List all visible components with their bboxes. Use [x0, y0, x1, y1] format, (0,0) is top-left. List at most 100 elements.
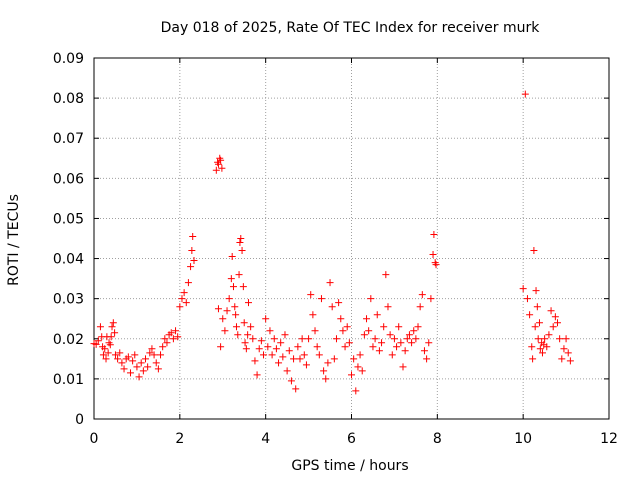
data-point — [108, 323, 116, 331]
data-point — [159, 343, 167, 351]
data-point — [253, 371, 261, 379]
data-point — [382, 271, 390, 279]
data-point — [348, 371, 355, 379]
data-point — [556, 335, 564, 343]
y-axis-label: ROTI / TECUs — [6, 194, 22, 286]
data-point — [212, 166, 220, 174]
x-tick-label: 10 — [514, 431, 532, 447]
data-point — [416, 303, 424, 311]
data-point — [214, 160, 222, 168]
x-tick-label: 6 — [347, 431, 356, 447]
data-point — [332, 335, 340, 343]
data-point — [245, 299, 252, 307]
data-point — [118, 359, 126, 367]
y-tick-label: 0.09 — [53, 51, 84, 67]
data-point — [244, 331, 252, 339]
data-point — [178, 295, 186, 303]
data-point — [99, 351, 107, 359]
data-point — [533, 303, 541, 311]
data-point — [339, 327, 347, 335]
data-point — [152, 359, 160, 367]
data-point — [390, 335, 398, 343]
data-point — [558, 355, 566, 363]
data-point — [190, 257, 198, 265]
data-point — [237, 235, 245, 242]
data-point — [129, 357, 137, 365]
data-point — [214, 305, 222, 313]
data-point — [519, 285, 527, 293]
data-point — [330, 355, 338, 363]
data-point — [532, 287, 540, 295]
data-point — [373, 311, 381, 319]
data-point — [521, 90, 529, 98]
data-point — [395, 323, 403, 331]
data-point — [124, 353, 132, 361]
y-tick-label: 0.06 — [53, 171, 84, 187]
data-point — [386, 331, 394, 339]
data-point — [292, 385, 300, 393]
data-point — [272, 345, 280, 353]
data-point — [187, 263, 195, 271]
data-point — [352, 387, 360, 395]
data-point — [425, 339, 433, 347]
data-point — [260, 351, 268, 359]
data-point — [405, 331, 413, 339]
data-point — [408, 339, 416, 347]
x-tick-label: 4 — [261, 431, 270, 447]
data-point — [239, 283, 247, 291]
data-point — [534, 335, 542, 343]
data-point — [294, 343, 302, 351]
data-point — [564, 349, 572, 357]
data-point — [549, 323, 557, 331]
data-point — [144, 363, 152, 371]
data-point — [401, 347, 409, 355]
data-point — [420, 347, 428, 355]
data-point — [268, 351, 276, 359]
data-point — [247, 323, 255, 331]
data-point — [277, 339, 285, 347]
data-point — [290, 355, 298, 363]
data-point — [369, 343, 377, 351]
y-tick-label: 0 — [75, 412, 84, 428]
data-point — [275, 359, 283, 367]
data-point — [324, 359, 332, 367]
data-point — [356, 351, 364, 359]
data-point — [114, 355, 122, 363]
data-point — [309, 311, 317, 319]
data-point — [328, 303, 336, 311]
data-point — [238, 247, 246, 255]
data-point — [378, 339, 386, 347]
data-point — [262, 315, 270, 323]
data-point — [264, 343, 272, 351]
data-point — [523, 295, 531, 303]
data-point — [221, 327, 229, 335]
data-point — [298, 335, 306, 343]
data-point — [536, 345, 544, 353]
data-point — [547, 307, 555, 315]
data-point — [234, 331, 242, 339]
data-point — [418, 291, 426, 299]
data-point — [399, 363, 407, 371]
data-point — [528, 343, 536, 351]
data-point — [126, 369, 134, 377]
data-point — [176, 303, 184, 311]
data-point — [137, 359, 145, 367]
grid-lines — [94, 58, 609, 419]
data-point — [251, 357, 259, 365]
data-point — [281, 331, 289, 339]
data-point — [107, 333, 115, 341]
data-point — [287, 377, 295, 385]
y-tick-label: 0.02 — [53, 332, 84, 348]
x-axis-label: GPS time / hours — [291, 458, 408, 474]
data-point — [414, 323, 422, 331]
data-point — [375, 347, 383, 355]
data-point — [371, 335, 379, 343]
x-tick-label: 8 — [433, 431, 442, 447]
data-point — [423, 355, 431, 363]
data-point — [543, 343, 551, 351]
data-point — [279, 353, 287, 361]
data-point — [172, 327, 180, 335]
data-point — [116, 349, 124, 357]
data-point — [232, 323, 240, 331]
